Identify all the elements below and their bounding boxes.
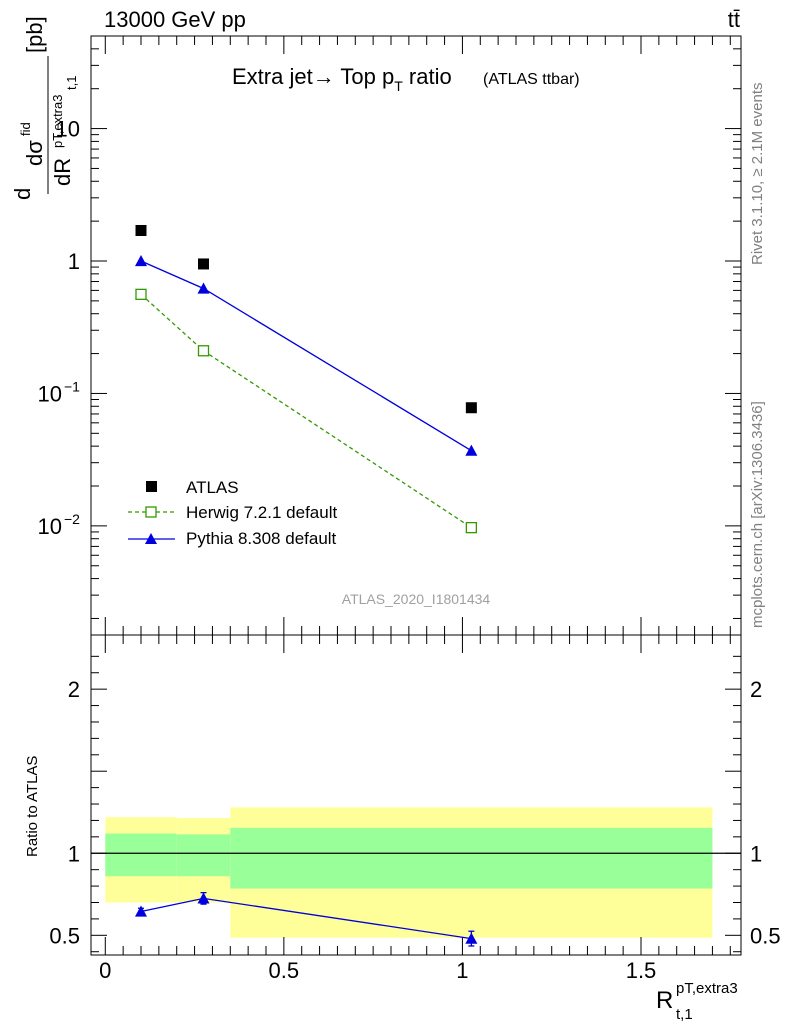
ratio-band-inner [105, 833, 177, 877]
main-series-layer [135, 224, 478, 534]
main-y-tick-label: 10 [56, 117, 80, 142]
ratio-band-inner [230, 827, 713, 889]
ratio-y-axis-ticks: 0.5 0.5 1 1 2 2 [49, 655, 781, 953]
x-axis-ticks: 0 0.5 1 1.5 [99, 36, 731, 983]
mcplots-label: mcplots.cern.ch [arXiv:1306.3436] [749, 401, 766, 628]
y-axis-prefix-d: d [10, 188, 35, 200]
series-line-2 [140, 260, 472, 452]
data-point-atlas [198, 258, 209, 270]
ratio-panel-frame [90, 634, 742, 956]
data-point-atlas [135, 224, 147, 236]
plot-title-small: (ATLAS ttbar) [483, 71, 580, 88]
ratio-point-pythia [465, 932, 478, 944]
y-axis-label-num: dσ [22, 140, 47, 166]
y-axis-label-sub2: pT,extra3 [50, 95, 65, 148]
legend-marker-pythia [145, 533, 157, 544]
ratio-y-tick-label: 2 [68, 677, 80, 702]
plot-title-main: Extra jet→ Top p [232, 64, 394, 89]
legend-marker-atlas [146, 481, 157, 492]
ratio-y-tick-label-right: 0.5 [750, 923, 781, 948]
x-axis-label-sub: t,1 [676, 1006, 693, 1023]
analysis-id: ATLAS_2020_I1801434 [342, 591, 491, 607]
main-y-tick-exponent: −1 [64, 378, 80, 394]
legend-item-herwig: Herwig 7.2.1 default [128, 503, 337, 522]
y-axis-label-sub: t,1 [64, 76, 79, 90]
data-point-herwig [465, 521, 478, 534]
ratio-y-tick-label: 1 [68, 841, 80, 866]
legend-item-pythia: Pythia 8.308 default [128, 529, 337, 548]
ratio-point-pythia [135, 905, 147, 917]
x-axis-label-sup: pT,extra3 [676, 980, 738, 997]
data-point-atlas [465, 402, 477, 414]
legend-marker-herwig [145, 506, 157, 518]
data-point-herwig [197, 345, 210, 357]
plot-title: Extra jet→ Top pT ratio [232, 64, 452, 94]
main-y-tick-label: 10 [38, 514, 62, 539]
ratio-band-inner [176, 834, 231, 877]
x-tick-label: 1 [456, 958, 468, 983]
y-axis-label-den: dR [50, 158, 75, 186]
x-tick-label: 0 [99, 958, 111, 983]
main-y-tick-label: 10 [38, 381, 62, 406]
data-point-pythia [135, 255, 147, 267]
main-y-tick-exponent: −2 [64, 511, 80, 527]
x-tick-label: 1.5 [626, 958, 657, 983]
legend: ATLAS Herwig 7.2.1 default Pythia 8.308 … [128, 478, 337, 548]
data-point-pythia [465, 444, 478, 456]
x-tick-label: 0.5 [269, 958, 300, 983]
ratio-point-pythia [197, 892, 210, 904]
plot-title-suffix: ratio [403, 64, 452, 89]
x-axis-label-main: R [656, 987, 673, 1014]
y-axis-label-unit: [pb] [22, 16, 47, 53]
legend-label-pythia: Pythia 8.308 default [186, 529, 337, 548]
main-y-tick-label: 1 [68, 249, 80, 274]
y-axis-label: dσ fid dR t,1 pT,extra3 [pb] [18, 16, 79, 194]
legend-label-herwig: Herwig 7.2.1 default [186, 503, 337, 522]
ratio-series-layer [135, 891, 478, 947]
ratio-axis-label: Ratio to ATLAS [24, 756, 41, 857]
x-axis-label: R [656, 987, 673, 1014]
data-point-herwig [135, 288, 147, 301]
ratio-uncertainty-bands [105, 807, 713, 938]
process-label: tt̄ [728, 7, 740, 32]
legend-item-atlas: ATLAS [146, 478, 239, 497]
plot-title-sub: T [394, 78, 403, 94]
legend-label-atlas: ATLAS [186, 478, 239, 497]
energy-label: 13000 GeV pp [104, 7, 246, 32]
data-point-pythia [197, 282, 210, 294]
ratio-y-tick-label-right: 1 [750, 841, 762, 866]
rivet-label: Rivet 3.1.10, ≥ 2.1M events [749, 83, 766, 266]
ratio-y-tick-label: 0.5 [49, 923, 80, 948]
y-axis-label-sup: fid [18, 122, 33, 136]
ratio-y-tick-label-right: 2 [750, 677, 762, 702]
